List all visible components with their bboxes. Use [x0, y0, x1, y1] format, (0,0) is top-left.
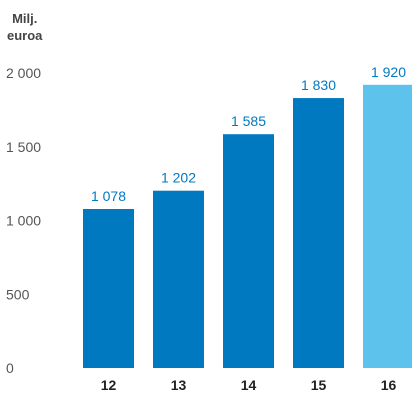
x-tick-label: 15	[311, 377, 327, 393]
y-axis-label: Milj. euroa	[7, 10, 42, 44]
x-tick-label: 14	[241, 377, 257, 393]
y-tick-label: 2 000	[6, 65, 41, 81]
y-axis-label-line2: euroa	[7, 28, 43, 43]
bar	[363, 84, 412, 369]
bar-value-label: 1 585	[231, 113, 266, 129]
bar	[83, 208, 134, 368]
x-tick-label: 12	[101, 377, 117, 393]
bar	[293, 98, 344, 368]
x-tick-label: 13	[171, 377, 187, 393]
bar-value-label: 1 202	[161, 170, 196, 186]
y-tick-label: 500	[6, 286, 30, 302]
bar-value-label: 1 830	[301, 77, 336, 93]
y-tick-label: 0	[6, 360, 14, 376]
bar	[153, 190, 204, 368]
bar-value-label: 1 920	[371, 64, 406, 80]
bar-value-label: 1 078	[91, 188, 126, 204]
x-tick-label: 16	[381, 377, 397, 393]
bar	[223, 134, 274, 368]
y-tick-label: 1 500	[6, 139, 41, 155]
y-tick-label: 1 000	[6, 213, 41, 229]
y-axis-label-line1: Milj.	[12, 11, 38, 26]
